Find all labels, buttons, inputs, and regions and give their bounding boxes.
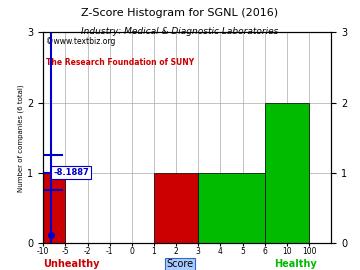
Text: Score: Score [166,259,194,269]
Text: Unhealthy: Unhealthy [43,259,100,269]
Text: Industry: Medical & Diagnostic Laboratories: Industry: Medical & Diagnostic Laborator… [81,27,279,36]
Bar [265,103,309,243]
Bar [43,173,66,243]
Text: -8.1887: -8.1887 [53,168,89,177]
Text: ©www.textbiz.org: ©www.textbiz.org [46,37,116,46]
Text: Healthy: Healthy [274,259,317,269]
Text: Z-Score Histogram for SGNL (2016): Z-Score Histogram for SGNL (2016) [81,8,279,18]
Bar [198,173,265,243]
Text: The Research Foundation of SUNY: The Research Foundation of SUNY [46,58,194,67]
Y-axis label: Number of companies (6 total): Number of companies (6 total) [18,84,24,191]
Bar [154,173,198,243]
